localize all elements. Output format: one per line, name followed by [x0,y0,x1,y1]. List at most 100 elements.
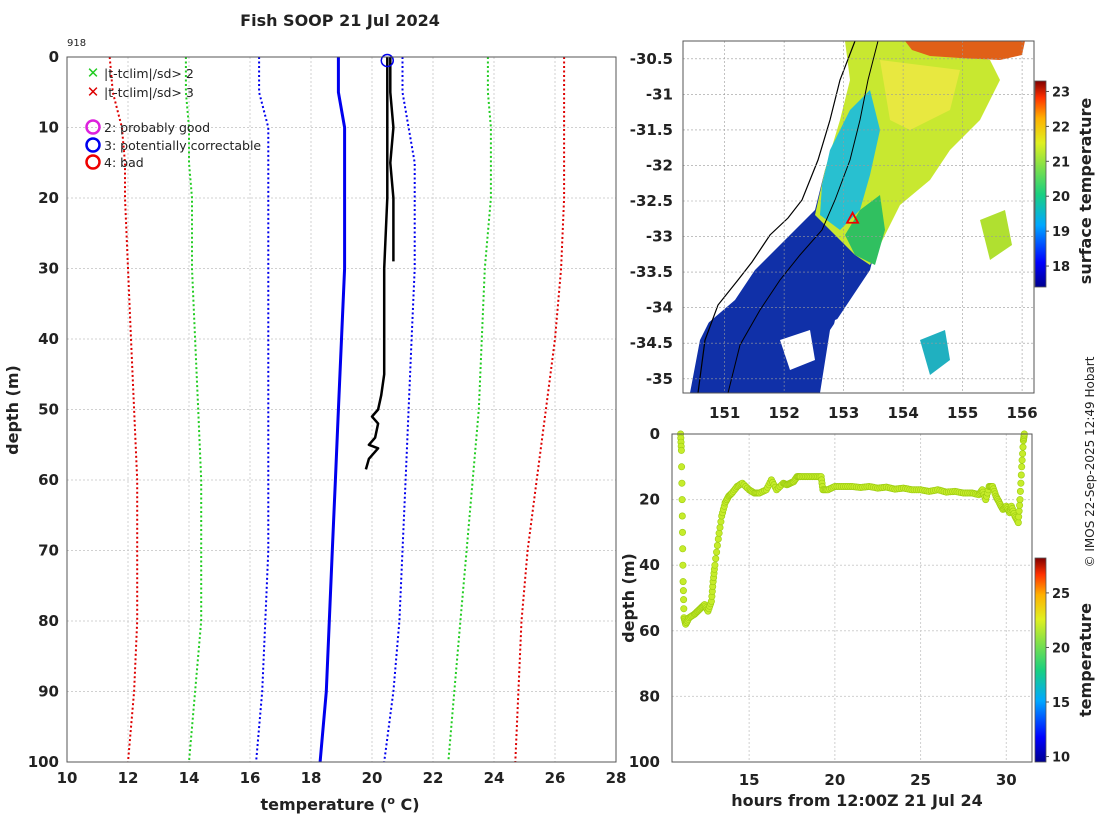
map-y-tick-label: -34 [646,299,673,317]
station-marker-icon [845,210,860,224]
legend-item-probably-good: 2: probably good [85,119,210,135]
timeseries-point [713,541,721,549]
profile-y-tick-label: 10 [38,119,59,137]
timeseries-x-tick-label: 20 [824,771,845,789]
timeseries-point [1016,487,1024,495]
flag-circle-icon [380,53,394,68]
profile-series-line [318,57,347,763]
timeseries-point [678,512,686,520]
profile-series [108,53,566,763]
timeseries-x-tick-label: 15 [739,771,760,789]
profile-axes-frame [66,56,617,763]
cloud-gap-1 [825,305,890,385]
timeseries-point [1017,471,1025,479]
legend-item-sd2: ✕ |t-tclim|/sd> 2 [87,64,194,82]
station-triangle [845,210,860,224]
timeseries-ticks: 15 20 25 30 0 20 40 60 80 100 [629,425,1017,789]
map-colorbar-tick-label: 23 [1052,85,1070,100]
magenta-circle-icon [85,119,101,135]
profile-xlabel-start: temperature ( [260,795,387,814]
profile-x-tick-label: 28 [606,769,627,787]
profile-x-tick-label: 24 [484,769,505,787]
map-x-tick-label: 153 [828,404,859,422]
map-colorbar-tick-label: 20 [1052,190,1070,205]
profile-x-tick-label: 10 [57,769,78,787]
timeseries-point [1016,496,1024,504]
timeseries-point [678,463,686,471]
timeseries-point [678,479,686,487]
map-y-tick-label: -34.5 [630,334,673,352]
map-colorbar-tick-label: 22 [1052,120,1070,135]
land [683,41,845,393]
map-y-tick-label: -33 [646,228,673,246]
timeseries-y-tick-label: 0 [650,425,660,443]
timeseries-point [717,518,725,526]
red-circle-icon [85,154,101,170]
profile-series-line [255,57,270,763]
timeseries-points [677,430,1028,628]
timeseries-y-tick-label: 40 [639,556,660,574]
map-y-tick-label: -31 [646,85,673,103]
map-y-tick-label: -32 [646,156,673,174]
map-x-tick-label: 154 [887,404,918,422]
timeseries-point [680,596,688,604]
timeseries-point [679,561,687,569]
sst-yellow-patch [880,60,960,130]
map-x-tick-label: 151 [709,404,740,422]
map-ticks: 151 152 153 154 155 156 -30.5 -31 -31.5 -32 -32.5 -… [630,50,1038,422]
timeseries-point [678,528,686,536]
timeseries-y-tick-label: 20 [639,491,660,509]
credit-text: © IMOS 22-Sep-2025 12:49 Hobart [1083,356,1097,567]
timeseries-point [678,496,686,504]
coastline [697,41,856,393]
timeseries-point [679,578,687,586]
map-colorbar-tick-label: 21 [1052,155,1070,170]
profile-xlabel-sup: o [387,794,395,807]
timeseries-point [1019,450,1027,458]
timeseries-y-tick-label: 60 [639,622,660,640]
map-colorbar-tick-label: 18 [1052,260,1070,275]
green-x-icon: ✕ [87,64,100,82]
map-panel: 151 152 153 154 155 156 -30.5 -31 -31.5 -32 -32.5 -… [630,40,1095,422]
profile-x-tick-label: 18 [301,769,322,787]
profile-xlabel-end: C) [395,795,420,814]
map-y-tick-label: -30.5 [630,50,673,68]
profile-y-tick-label: 80 [38,612,59,630]
timeseries-ylabel: depth (m) [619,553,638,643]
profile-y-tick-label: 60 [38,471,59,489]
timeseries-point [679,545,687,553]
timeseries-colorbar [1034,557,1047,763]
timeseries-point [680,605,688,613]
sst-offshore-patch [980,210,1012,260]
map-colorbar-label: surface temperature [1076,98,1095,285]
profile-y-tick-label: 40 [38,330,59,348]
map-y-tick-label: -32.5 [630,192,673,210]
timeseries-point [677,446,685,454]
timeseries-y-tick-label: 100 [629,753,660,771]
profile-series-line [389,57,395,262]
timeseries-point [679,587,687,595]
cloud-gap-2 [780,330,815,370]
timeseries-colorbar-tick-label: 20 [1052,641,1070,656]
map-axes-frame [682,40,1035,394]
map-y-tick-label: -31.5 [630,121,673,139]
profile-y-tick-label: 100 [28,753,59,771]
figure-title: Fish SOOP 21 Jul 2024 [240,11,440,30]
profile-x-tick-label: 14 [179,769,200,787]
profile-x-tick-label: 26 [545,769,566,787]
profile-series-line [108,56,139,763]
timeseries-colorbar-label: temperature [1076,603,1095,717]
timeseries-colorbar-tick-label: 15 [1052,696,1070,711]
timeseries-point [713,548,721,556]
profile-id: 918 [67,38,86,49]
profile-xlabel: temperature (o C) [260,794,419,814]
profile-x-tick-label: 22 [423,769,444,787]
blue-circle-icon [85,137,101,153]
timeseries-colorbar-ticks: 10 15 20 25 [1046,587,1070,766]
profile-series-line [364,57,389,470]
timeseries-xlabel: hours from 12:00Z 21 Jul 24 [731,791,982,810]
profile-grid [66,56,617,763]
profile-ylabel: depth (m) [3,365,22,455]
profile-y-tick-label: 30 [38,260,59,278]
